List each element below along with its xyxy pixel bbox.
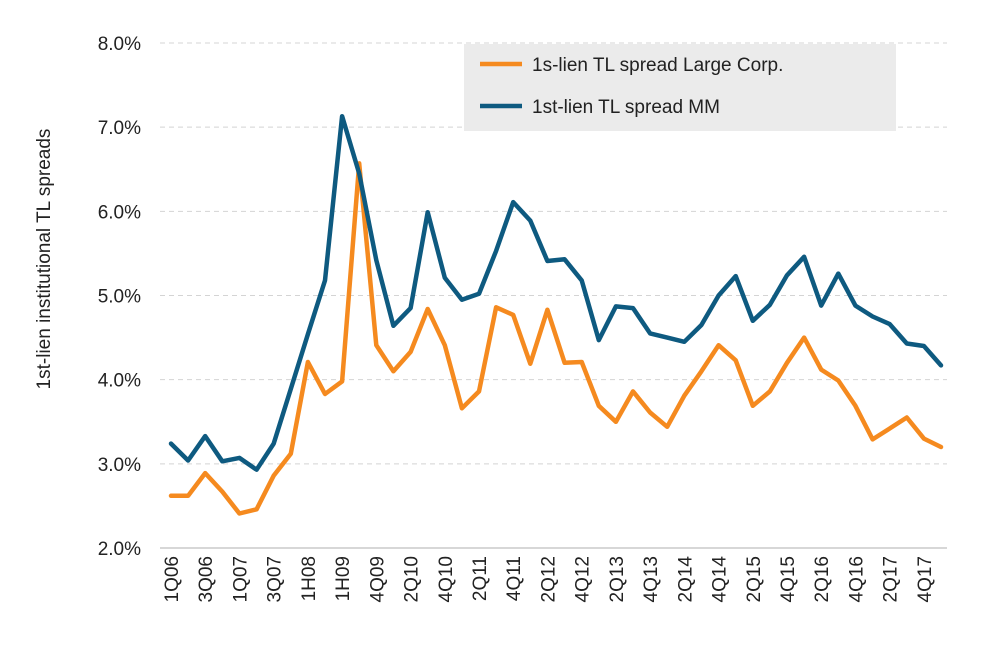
x-tick-label: 4Q12: [573, 556, 594, 602]
series-line-large-corp: [168, 161, 944, 516]
x-tick-label: 4Q16: [846, 556, 867, 602]
x-tick-label: 2Q12: [538, 556, 559, 602]
x-axis-ticks: 1Q06 3Q06 1Q07 3Q07 1H08 1H09 4Q09 2Q10 4Q10 2Q11…: [162, 556, 936, 603]
x-tick-label: 4Q10: [436, 556, 457, 602]
series-lines: [168, 113, 944, 516]
y-tick-label: 7.0%: [98, 118, 141, 139]
x-tick-label: 4Q15: [778, 556, 799, 602]
x-tick-label: 2Q16: [812, 556, 833, 602]
x-tick-label: 3Q07: [265, 556, 286, 602]
legend: 1s-lien TL spread Large Corp. 1st-lien T…: [464, 44, 896, 131]
y-axis-title: 1st-lien institutional TL spreads: [34, 129, 55, 390]
x-tick-label: 2Q14: [675, 556, 696, 603]
x-tick-label: 4Q17: [915, 556, 936, 602]
y-tick-label: 5.0%: [98, 287, 141, 308]
legend-label-large-corp: 1s-lien TL spread Large Corp.: [532, 55, 783, 76]
y-tick-label: 3.0%: [98, 455, 141, 476]
x-tick-label: 1Q07: [230, 556, 251, 602]
x-tick-label: 1H09: [333, 556, 354, 601]
series-line-mm: [168, 113, 944, 472]
legend-box: [464, 44, 896, 131]
x-tick-label: 4Q09: [367, 556, 388, 602]
x-tick-label: 2Q10: [402, 556, 423, 602]
y-tick-label: 6.0%: [98, 202, 141, 223]
x-tick-label: 3Q06: [196, 556, 217, 602]
x-tick-label: 2Q17: [881, 556, 902, 602]
x-tick-label: 4Q14: [710, 556, 731, 603]
x-tick-label: 2Q13: [607, 556, 628, 602]
y-axis-ticks: 2.0% 3.0% 4.0% 5.0% 6.0% 7.0% 8.0%: [98, 34, 141, 560]
x-tick-label: 2Q11: [470, 556, 491, 601]
x-tick-label: 1Q06: [162, 556, 183, 602]
y-tick-label: 2.0%: [98, 539, 141, 560]
y-tick-label: 4.0%: [98, 371, 141, 392]
x-tick-label: 2Q15: [744, 556, 765, 602]
y-tick-label: 8.0%: [98, 34, 141, 55]
legend-label-mm: 1st-lien TL spread MM: [532, 97, 720, 118]
x-tick-label: 1H08: [299, 556, 320, 601]
x-tick-label: 4Q13: [641, 556, 662, 602]
x-tick-label: 4Q11: [504, 556, 525, 601]
